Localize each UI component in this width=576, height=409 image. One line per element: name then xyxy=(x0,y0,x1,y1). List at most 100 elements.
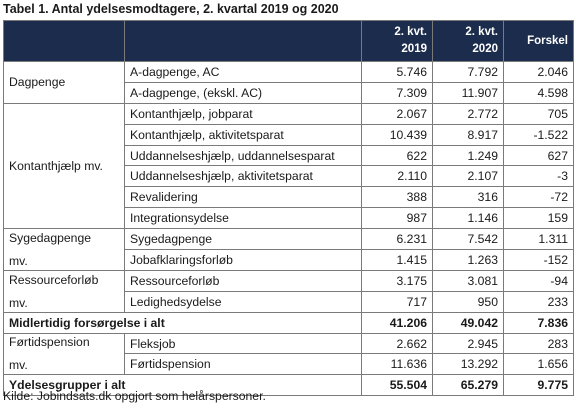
value-diff: 283 xyxy=(503,332,574,355)
value-2020: 1.249 xyxy=(432,144,504,167)
group-label: Kontanthjælp mv. xyxy=(3,102,125,230)
group-label: Sygedagpenge mv. xyxy=(3,228,125,271)
table-row: Integrationsydelse 987 1.146 159 xyxy=(4,207,574,230)
value-2019: 717 xyxy=(361,290,433,313)
summary-diff: 7.836 xyxy=(503,311,574,334)
value-diff: 627 xyxy=(503,144,574,167)
value-2019: 6.231 xyxy=(361,228,433,251)
table-row: Førtidspension mv. Fleksjob 2.662 2.945 283 xyxy=(3,332,574,376)
value-2019: 10.439 xyxy=(361,123,433,146)
value-2019: 11.636 xyxy=(361,353,433,376)
table-row: Kontanthjælp, aktivitetsparat 10.439 8.917… xyxy=(4,123,574,146)
group-label-line: Dagpenge xyxy=(9,75,66,90)
table-row: Sygedagpenge mv. Sygedagpenge 6.231 7.542 1.3… xyxy=(3,228,574,271)
row-label: Jobafklaringsforløb xyxy=(124,249,362,271)
table-body: Dagpenge A-dagpenge, AC 5.746 7.792 2.046 A-d… xyxy=(3,61,574,397)
header-diff: Forskel xyxy=(503,20,574,62)
group-label-line: Førtidspension xyxy=(9,335,90,350)
value-diff: 1.656 xyxy=(503,353,574,376)
table-row: Jobafklaringsforløb 1.415 1.263 -152 xyxy=(4,249,574,271)
value-2019: 5.746 xyxy=(361,61,433,83)
table-row: Ressourceforløb mv. Ressourceforløb 3.175 3.… xyxy=(3,269,574,313)
group-label-line: mv. xyxy=(9,295,28,310)
row-label: Sygedagpenge xyxy=(124,228,362,251)
value-2020: 11.907 xyxy=(432,81,504,104)
summary-2019: 41.206 xyxy=(361,311,433,334)
value-2019: 7.309 xyxy=(361,81,433,104)
group-label: Førtidspension mv. xyxy=(3,332,125,376)
value-2020: 7.792 xyxy=(432,61,504,83)
table-row: Førtidspension 11.636 13.292 1.656 xyxy=(4,353,574,376)
group-label: Dagpenge xyxy=(3,61,125,104)
value-2019: 3.175 xyxy=(361,269,433,292)
value-diff: -72 xyxy=(503,186,574,209)
row-label: Integrationsydelse xyxy=(124,207,362,230)
value-2019: 622 xyxy=(361,144,433,167)
header-group-cell xyxy=(3,20,125,62)
header-2019-line1: 2. kvt. xyxy=(394,26,427,38)
value-2020: 1.263 xyxy=(432,249,504,271)
table-row: Kontanthjælp mv. Kontanthjælp, jobparat 2.… xyxy=(3,102,574,230)
row-label: Ledighedsydelse xyxy=(124,290,362,313)
header-2020: 2. kvt. 2020 xyxy=(432,20,504,62)
value-diff: 705 xyxy=(503,102,574,125)
value-2020: 2.945 xyxy=(432,332,504,355)
value-2019: 987 xyxy=(361,207,433,230)
value-2019: 2.662 xyxy=(361,332,433,355)
row-label: Uddannelseshjælp, aktivitetsparat xyxy=(124,165,362,188)
header-name-cell xyxy=(124,20,362,62)
summary-2020: 49.042 xyxy=(432,311,504,334)
summary-label: Midlertidig forsørgelse i alt xyxy=(3,311,362,334)
row-label: Uddannelseshjælp, uddannelsesparat xyxy=(124,144,362,167)
table-row: A-dagpenge, (ekskl. AC) 7.309 11.907 4.598 xyxy=(4,81,574,104)
value-2020: 3.081 xyxy=(432,269,504,292)
row-label: Førtidspension xyxy=(124,353,362,376)
table-row: Ledighedsydelse 717 950 233 xyxy=(4,290,574,313)
row-label: Kontanthjælp, aktivitetsparat xyxy=(124,123,362,146)
value-2020: 316 xyxy=(432,186,504,209)
value-diff: 1.311 xyxy=(503,228,574,251)
summary-row: Ydelsesgrupper i alt 55.504 65.279 9.775 xyxy=(3,374,574,397)
value-2019: 2.110 xyxy=(361,165,433,188)
value-2020: 13.292 xyxy=(432,353,504,376)
group-label: Ressourceforløb mv. xyxy=(3,269,125,313)
group-label-line: Ressourceforløb xyxy=(9,272,99,287)
group-label-line: mv. xyxy=(9,254,28,269)
value-2020: 1.146 xyxy=(432,207,504,230)
summary-label: Ydelsesgrupper i alt xyxy=(3,374,362,397)
benefits-table: 2. kvt. 2019 2. kvt. 2020 Forskel Dagpen… xyxy=(3,20,574,397)
row-label: Ressourceforløb xyxy=(124,269,362,292)
row-label: Revalidering xyxy=(124,186,362,209)
header-2019-line2: 2019 xyxy=(401,43,427,55)
source-note: Kilde: Jobindsats.dk opgjort som helårsp… xyxy=(3,389,266,403)
table-row: Uddannelseshjælp, uddannelsesparat 622 1.2… xyxy=(4,144,574,167)
table-row: Uddannelseshjælp, aktivitetsparat 2.110 2.… xyxy=(4,165,574,188)
value-diff: -3 xyxy=(503,165,574,188)
group-label-line: mv. xyxy=(9,358,28,373)
row-label: Fleksjob xyxy=(124,332,362,355)
row-label: A-dagpenge, (ekskl. AC) xyxy=(124,81,362,104)
header-2019: 2. kvt. 2019 xyxy=(361,20,433,62)
value-2020: 2.772 xyxy=(432,102,504,125)
value-2019: 2.067 xyxy=(361,102,433,125)
value-diff: -1.522 xyxy=(503,123,574,146)
summary-diff: 9.775 xyxy=(503,374,574,397)
summary-2020: 65.279 xyxy=(432,374,504,397)
value-2020: 7.542 xyxy=(432,228,504,251)
value-diff: -152 xyxy=(503,249,574,271)
row-label: A-dagpenge, AC xyxy=(124,61,362,83)
group-label-line: Kontanthjælp mv. xyxy=(9,158,103,173)
header-2020-line2: 2020 xyxy=(472,43,498,55)
value-diff: 2.046 xyxy=(503,61,574,83)
header-2020-line1: 2. kvt. xyxy=(465,26,498,38)
group-label-line: Sygedagpenge xyxy=(9,231,92,246)
value-diff: 4.598 xyxy=(503,81,574,104)
table-title: Tabel 1. Antal ydelsesmodtagere, 2. kvar… xyxy=(3,2,339,16)
table-row: Dagpenge A-dagpenge, AC 5.746 7.792 2.046 xyxy=(3,61,574,104)
value-2020: 950 xyxy=(432,290,504,313)
value-diff: 233 xyxy=(503,290,574,313)
value-2020: 8.917 xyxy=(432,123,504,146)
value-2020: 2.107 xyxy=(432,165,504,188)
value-2019: 388 xyxy=(361,186,433,209)
value-diff: 159 xyxy=(503,207,574,230)
